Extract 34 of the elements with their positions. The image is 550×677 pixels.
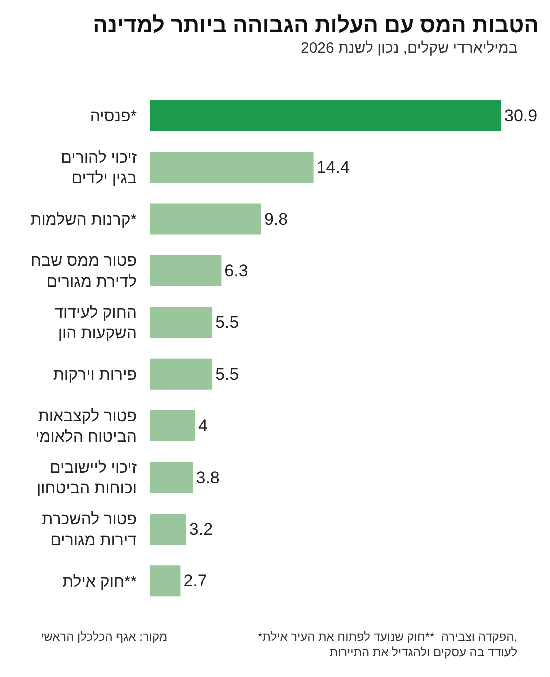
data-label: 5.5 (216, 364, 240, 384)
y-tick-label: זיכוי ליישובים וכוחות הביטחון (36, 458, 137, 498)
y-tick-label: זיכוי להורים בגין ילדים (61, 148, 138, 188)
data-label: 3.2 (189, 520, 214, 539)
y-tick-label: פטור לקצבאות הביטוח הלאומי (36, 407, 137, 446)
bar (150, 152, 314, 184)
text: *הפקדה וצבירה **חוק שנועד לפתוח את העיר אילת, לעודד בה עסקים ולהגדיל את התיירות (258, 630, 518, 660)
bar (150, 358, 213, 390)
data-label: 30.9 (504, 106, 538, 126)
data-label: 5.5 (216, 313, 240, 332)
text: מקור: אגף הכלכלן הראשי (41, 630, 168, 644)
y-tick-label: החוק לעידוד השקעות הון (54, 304, 137, 343)
data-label: 9.8 (264, 210, 288, 229)
data-label: 14.4 (316, 158, 350, 178)
bar (150, 255, 222, 286)
y-tick-label: פטור להשכרת דירות מגורים (42, 510, 138, 550)
data-label: 2.7 (184, 572, 208, 591)
bar (150, 204, 262, 235)
bar (150, 100, 502, 132)
y-tick-label: חוק אילת** (62, 572, 137, 591)
y-tick-label: פנסיה* (90, 108, 137, 126)
data-label: 3.8 (196, 468, 220, 488)
data-label: 4 (198, 416, 208, 436)
bar (150, 410, 196, 442)
bar (150, 514, 186, 545)
y-tick-label: פירות וירקות (53, 366, 137, 384)
chart-subtitle: במיליארדי שקלים, נכון לשנת 2026 (301, 40, 518, 57)
bar (150, 566, 181, 597)
chart-title: הטבות המס עם העלות הגבוהה ביותר למדינה (93, 12, 539, 38)
bar (150, 307, 213, 338)
y-tick-label: קרנות השלמות* (30, 210, 137, 229)
y-tick-label: פטור ממס שבח לדירת מגורים (30, 253, 137, 291)
bar (150, 462, 194, 494)
data-label: 6.3 (224, 261, 248, 280)
